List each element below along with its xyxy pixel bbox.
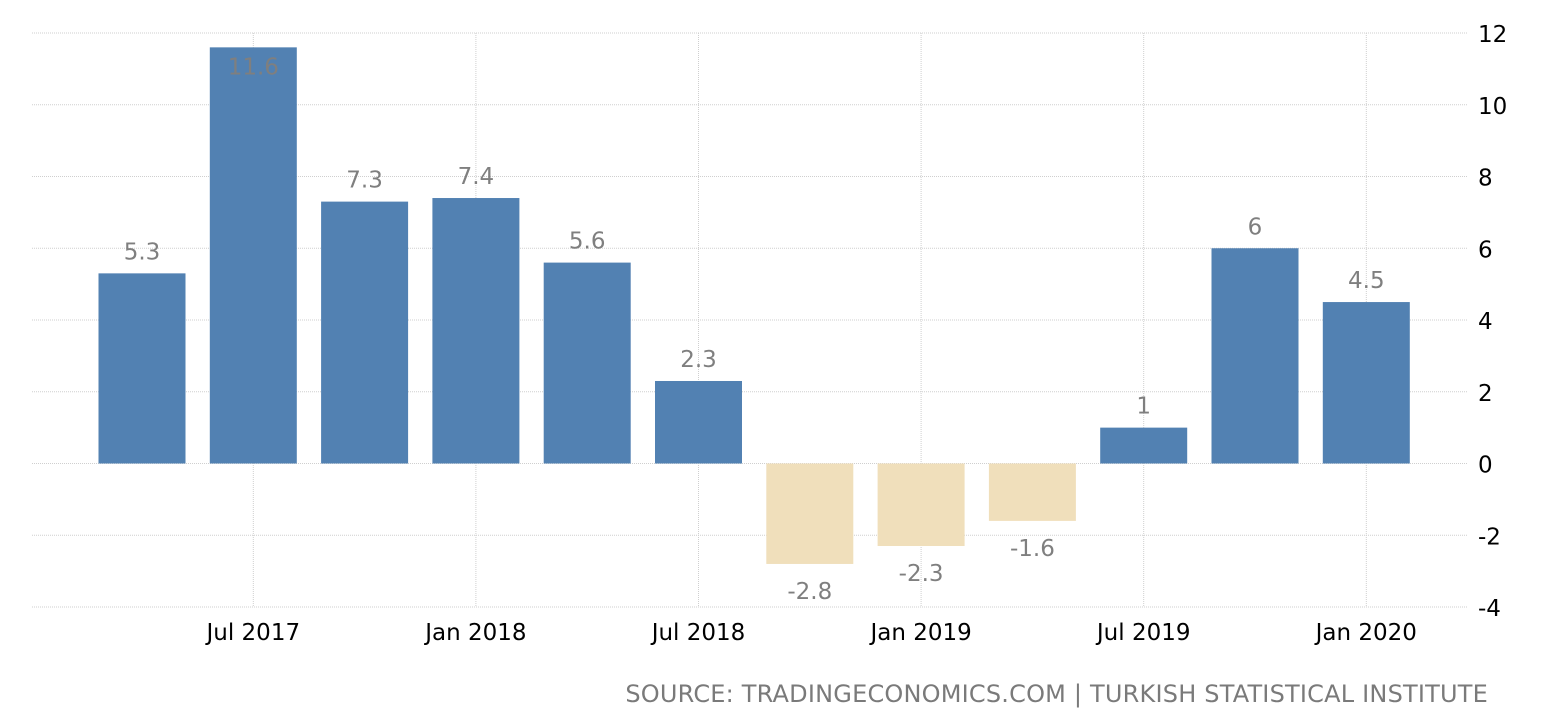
data-label: 7.3	[346, 168, 383, 194]
x-tick-label: Jan 2019	[868, 620, 971, 646]
y-tick-label: 0	[1478, 453, 1493, 479]
data-label: 5.6	[569, 229, 606, 255]
bar	[543, 262, 631, 464]
y-tick-label: 10	[1478, 94, 1507, 120]
x-tick-label: Jul 2019	[1095, 620, 1191, 646]
y-tick-label: 6	[1478, 237, 1493, 263]
data-labels: 5.3 11.6 7.3 7.4 5.6 2.3 -2.8 -2.3 -1.6 1 6 4.5	[124, 54, 1385, 605]
data-label: 6	[1248, 214, 1263, 240]
data-label: -2.3	[899, 561, 944, 587]
bar	[988, 463, 1076, 521]
bar	[766, 463, 854, 564]
y-tick-label: 2	[1478, 381, 1493, 407]
y-tick-label: 4	[1478, 309, 1493, 335]
x-tick-label: Jan 2020	[1314, 620, 1417, 646]
bar	[321, 201, 409, 464]
data-label: 2.3	[680, 347, 717, 373]
data-label: -2.8	[787, 579, 832, 605]
bar	[209, 47, 297, 464]
bar	[432, 198, 520, 464]
bar	[98, 273, 186, 464]
y-tick-label: -4	[1478, 596, 1501, 622]
x-tick-label: Jul 2017	[204, 620, 300, 646]
bar	[877, 463, 965, 547]
bar	[655, 380, 742, 464]
bar	[1211, 248, 1299, 464]
y-axis-ticks: 12 10 8 6 4 2 0 -2 -4	[1478, 22, 1507, 622]
source-note: SOURCE: TRADINGECONOMICS.COM | TURKISH S…	[625, 680, 1488, 708]
bar	[1100, 427, 1188, 464]
bars	[98, 47, 1410, 564]
data-label: 11.6	[228, 54, 279, 80]
data-label: 4.5	[1348, 268, 1385, 294]
data-label: 7.4	[458, 164, 495, 190]
x-tick-label: Jan 2018	[423, 620, 526, 646]
bar	[1322, 302, 1410, 464]
data-label: 5.3	[124, 239, 161, 265]
y-tick-label: -2	[1478, 524, 1501, 550]
x-tick-label: Jul 2018	[650, 620, 746, 646]
x-axis-ticks: Jul 2017 Jan 2018 Jul 2018 Jan 2019 Jul 2019…	[204, 620, 1416, 646]
data-label: -1.6	[1010, 536, 1055, 562]
data-label: 1	[1136, 394, 1151, 420]
y-tick-label: 12	[1478, 22, 1507, 48]
y-tick-label: 8	[1478, 166, 1493, 192]
